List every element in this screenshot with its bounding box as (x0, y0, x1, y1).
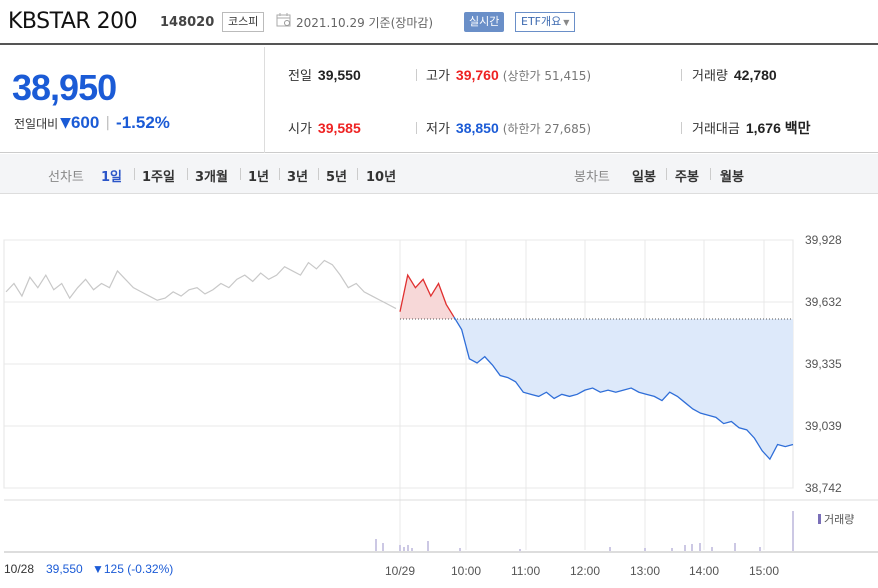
prev-day-date: 10/28 (4, 562, 35, 576)
change-row: 전일대비 ▼ 600 | -1.52% (14, 113, 170, 133)
open-value: 39,585 (317, 120, 361, 136)
y-tick-label: 39,632 (805, 295, 842, 309)
period-5y[interactable]: 5년 (326, 170, 348, 185)
prev-day-close: 39,550 (46, 562, 83, 576)
base-date: 2021.10.29 기준(장마감) (296, 16, 434, 30)
volume-swatch-icon (818, 514, 821, 524)
candle-daily[interactable]: 일봉 (632, 170, 656, 185)
divider (681, 69, 682, 81)
high-value: 39,760 (455, 67, 499, 83)
below-prev-close-area (400, 275, 793, 460)
etf-overview-label: ETF개요 (521, 15, 562, 28)
y-tick-label: 39,928 (805, 233, 842, 247)
upper-limit: (상한가 51,415) (502, 69, 592, 83)
today-up-line (399, 273, 455, 318)
today-down-line (453, 316, 794, 461)
divider (416, 122, 417, 134)
amount-value: 1,676 백만 (745, 120, 811, 136)
x-tick-label: 14:00 (689, 564, 719, 578)
current-price-box: 38,950 전일대비 ▼ 600 | -1.52% (0, 47, 265, 153)
divider (416, 69, 417, 81)
x-tick-label: 15:00 (749, 564, 779, 578)
candle-weekly[interactable]: 주봉 (675, 170, 699, 185)
low-price: 저가 38,850 (하한가 27,685) (426, 118, 591, 137)
etf-overview-button[interactable]: ETF개요 ▼ (515, 12, 576, 32)
realtime-button[interactable]: 실시간 (464, 12, 505, 32)
volume-label: 거래량 (692, 69, 728, 84)
period-1y[interactable]: 1년 (248, 170, 270, 185)
line-chart-label: 선차트 (48, 170, 84, 185)
period-1w[interactable]: 1주일 (142, 170, 175, 185)
stock-header: KBSTAR 200 148020 코스피 2021.10.29 기준(장마감)… (0, 0, 878, 45)
change-rate: -1.52% (116, 113, 170, 132)
change-label: 전일대비 (14, 116, 59, 131)
trade-amount: 거래대금 1,676 백만 (692, 118, 811, 138)
prev-day-change: ▼125 (-0.32%) (92, 562, 174, 576)
prev-close-value: 39,550 (317, 67, 361, 83)
divider (279, 168, 280, 180)
divider (134, 168, 135, 180)
prev-close: 전일 39,550 (288, 65, 361, 84)
divider (318, 168, 319, 180)
period-10y[interactable]: 10년 (366, 170, 397, 185)
divider (681, 122, 682, 134)
calendar-icon (276, 13, 291, 27)
above-prev-close-area (400, 275, 454, 320)
candle-monthly[interactable]: 월봉 (720, 170, 744, 185)
price-chart[interactable]: 39,928 39,632 39,335 39,039 38,742 10/29 10:00… (0, 222, 878, 588)
volume-value: 42,780 (733, 67, 777, 83)
period-3y[interactable]: 3년 (287, 170, 309, 185)
divider: | (105, 115, 111, 131)
open-price: 시가 39,585 (288, 118, 361, 137)
divider (187, 168, 188, 180)
volume: 거래량 42,780 (692, 65, 777, 84)
y-tick-label: 39,039 (805, 419, 842, 433)
stock-name: KBSTAR 200 (8, 9, 138, 34)
market-badge: 코스피 (222, 12, 265, 32)
divider (710, 168, 711, 180)
down-arrow-icon: ▼ (60, 115, 71, 131)
x-tick-label: 10/29 (385, 564, 415, 578)
lower-limit: (하한가 27,685) (502, 122, 592, 136)
price-summary: 38,950 전일대비 ▼ 600 | -1.52% 전일 39,550 고가 39… (0, 47, 878, 153)
chart-controls: 선차트 1일 1주일 3개월 1년 3년 5년 10년 봉차트 일봉 주봉 월봉 (0, 154, 878, 194)
current-price: 38,950 (12, 67, 117, 108)
x-tick-label: 10:00 (451, 564, 481, 578)
x-tick-label: 11:00 (511, 564, 540, 578)
high-label: 고가 (426, 69, 450, 84)
high-price: 고가 39,760 (상한가 51,415) (426, 65, 591, 84)
divider (666, 168, 667, 180)
open-label: 시가 (288, 122, 312, 137)
period-1d[interactable]: 1일 (101, 170, 123, 185)
x-tick-label: 12:00 (570, 564, 600, 578)
prev-close-label: 전일 (288, 69, 312, 84)
divider (240, 168, 241, 180)
low-value: 38,850 (455, 120, 499, 136)
change-value: 600 (70, 113, 100, 132)
period-3m[interactable]: 3개월 (195, 170, 228, 185)
divider (357, 168, 358, 180)
y-tick-label: 38,742 (805, 481, 842, 495)
y-tick-label: 39,335 (805, 357, 842, 371)
volume-legend: 거래량 (818, 511, 854, 527)
candle-chart-label: 봉차트 (574, 170, 610, 185)
prev-day-line (5, 259, 397, 310)
low-label: 저가 (426, 122, 450, 137)
x-tick-label: 13:00 (630, 564, 660, 578)
chevron-down-icon: ▼ (563, 18, 570, 27)
amount-label: 거래대금 (692, 122, 740, 137)
volume-legend-label: 거래량 (824, 513, 855, 526)
stock-code: 148020 (160, 15, 215, 30)
